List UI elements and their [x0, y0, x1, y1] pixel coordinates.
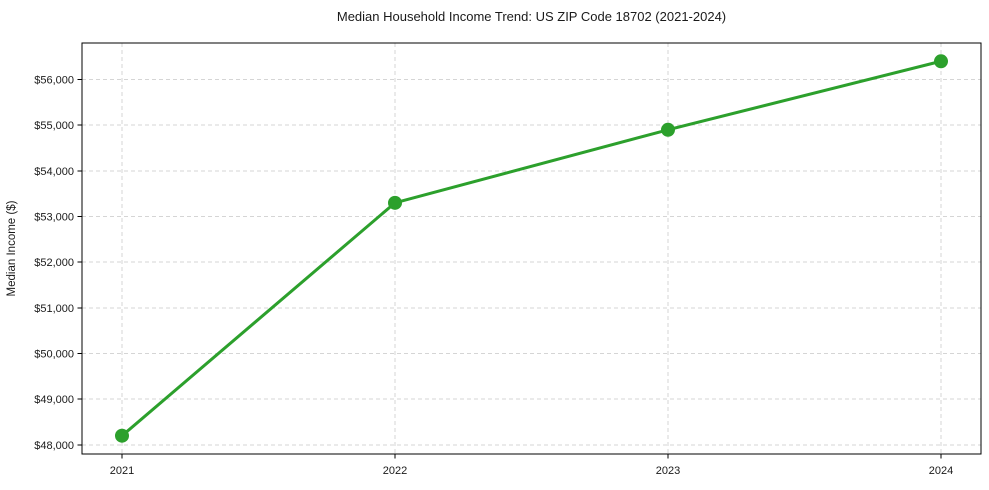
x-tick-label: 2023: [656, 465, 680, 477]
y-tick-label: $54,000: [34, 166, 74, 178]
y-tick-label: $56,000: [34, 75, 74, 87]
y-tick-label: $55,000: [34, 120, 74, 132]
y-tick-label: $48,000: [34, 440, 74, 452]
axes-border: [81, 42, 982, 455]
gridlines-layer: [82, 43, 981, 454]
x-tick-label: 2021: [110, 465, 134, 477]
axes-layer: $48,000 $49,000 $50,000 $51,000 $52,000 $53,0…: [34, 42, 982, 477]
data-series-layer: [115, 54, 948, 443]
trend-line: [120, 59, 943, 438]
data-point: [934, 54, 948, 69]
y-tick-label: $50,000: [34, 349, 74, 361]
y-tick-label: $51,000: [34, 303, 74, 315]
y-tick-label: $52,000: [34, 257, 74, 269]
data-point: [388, 195, 402, 210]
x-tick-label: 2024: [929, 465, 953, 477]
y-axis-label: Median Income ($): [6, 200, 18, 296]
y-tick-label: $49,000: [34, 394, 74, 406]
y-tick-label: $53,000: [34, 212, 74, 224]
data-point: [661, 122, 675, 137]
chart-title: Median Household Income Trend: US ZIP Co…: [337, 9, 726, 24]
data-point: [115, 428, 129, 443]
x-tick-label: 2022: [383, 465, 407, 477]
